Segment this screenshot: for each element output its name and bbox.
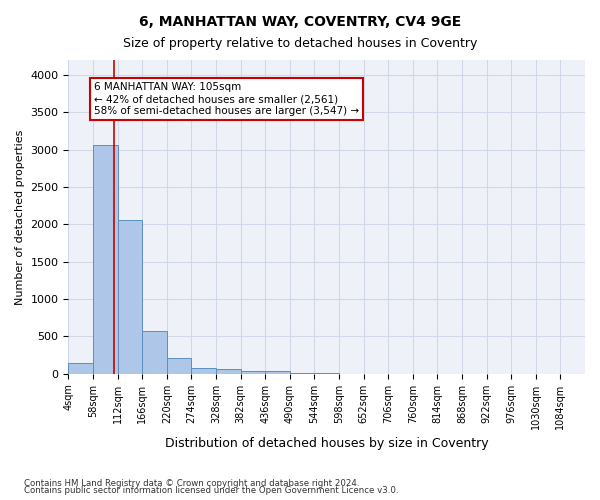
Bar bbox=[241, 370, 265, 374]
Text: 6, MANHATTAN WAY, COVENTRY, CV4 9GE: 6, MANHATTAN WAY, COVENTRY, CV4 9GE bbox=[139, 15, 461, 29]
Y-axis label: Number of detached properties: Number of detached properties bbox=[15, 129, 25, 304]
Bar bbox=[290, 373, 314, 374]
Text: 6 MANHATTAN WAY: 105sqm
← 42% of detached houses are smaller (2,561)
58% of semi: 6 MANHATTAN WAY: 105sqm ← 42% of detache… bbox=[94, 82, 359, 116]
Text: Contains HM Land Registry data © Crown copyright and database right 2024.: Contains HM Land Registry data © Crown c… bbox=[24, 478, 359, 488]
Bar bbox=[93, 145, 118, 374]
X-axis label: Distribution of detached houses by size in Coventry: Distribution of detached houses by size … bbox=[165, 437, 488, 450]
Text: Size of property relative to detached houses in Coventry: Size of property relative to detached ho… bbox=[123, 38, 477, 51]
Bar bbox=[142, 332, 167, 374]
Bar bbox=[191, 368, 216, 374]
Bar bbox=[68, 362, 93, 374]
Text: Contains public sector information licensed under the Open Government Licence v3: Contains public sector information licen… bbox=[24, 486, 398, 495]
Bar bbox=[265, 372, 290, 374]
Bar bbox=[167, 358, 191, 374]
Bar bbox=[216, 370, 241, 374]
Bar bbox=[118, 220, 142, 374]
